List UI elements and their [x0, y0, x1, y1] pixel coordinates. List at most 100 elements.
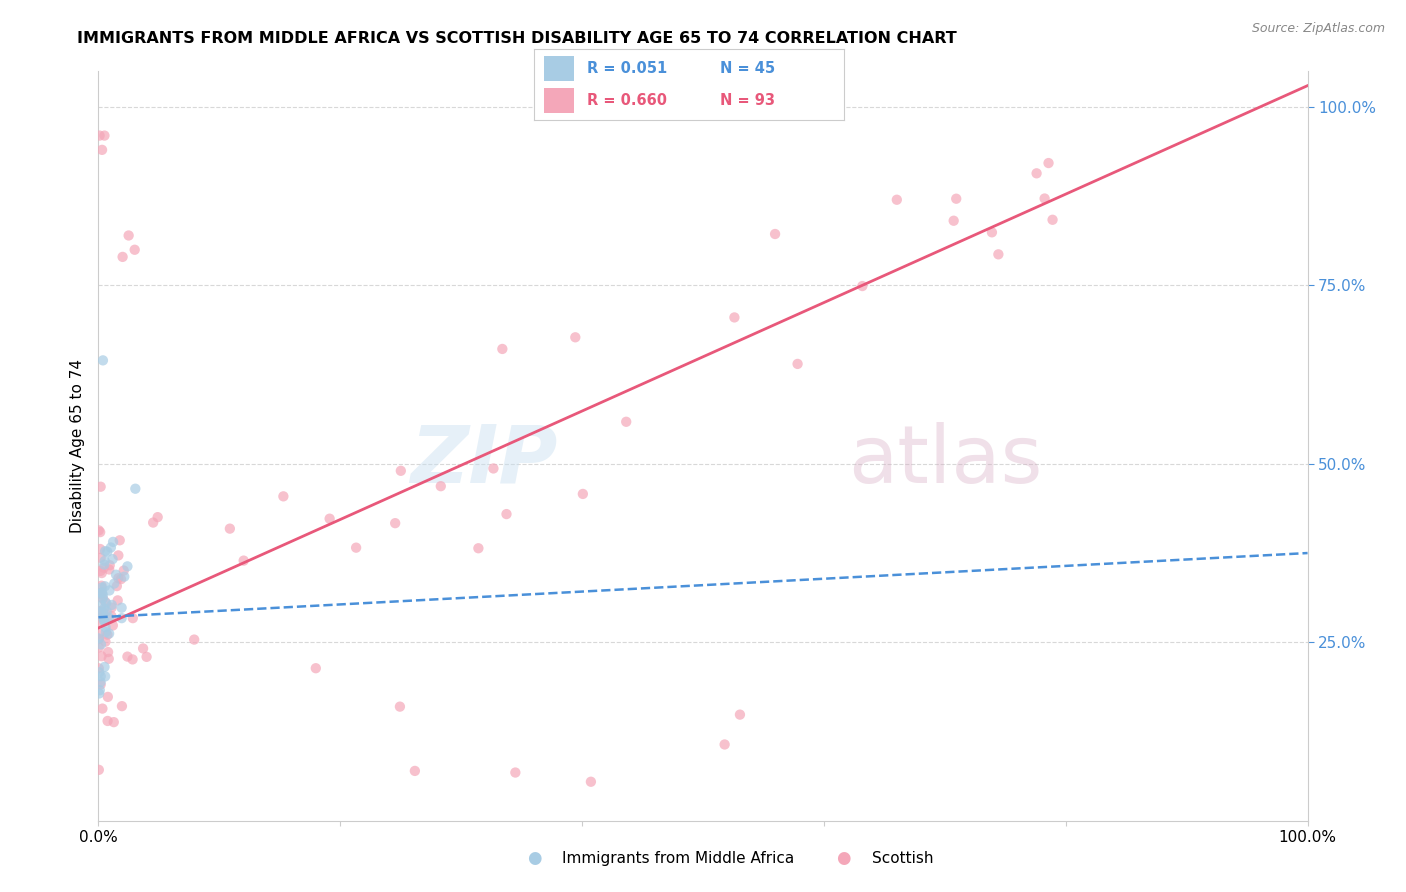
Text: R = 0.660: R = 0.660	[586, 94, 666, 108]
Point	[90, 604, 112, 618]
Point	[987, 247, 1010, 261]
Point	[786, 357, 808, 371]
Point	[94, 595, 117, 609]
Point	[728, 707, 751, 722]
Point	[90, 675, 112, 690]
Point	[942, 213, 965, 227]
Point	[90, 550, 112, 565]
Point	[91, 588, 114, 602]
Point	[111, 611, 134, 625]
Point	[90, 598, 112, 612]
Point	[97, 690, 120, 704]
Point	[93, 614, 115, 628]
Point	[87, 524, 110, 538]
Point	[94, 620, 117, 634]
Point	[98, 626, 121, 640]
Point	[723, 310, 745, 325]
Point	[614, 415, 637, 429]
Point	[87, 632, 110, 646]
Point	[273, 489, 295, 503]
Point	[101, 618, 124, 632]
Point	[91, 143, 114, 157]
Point	[124, 243, 146, 257]
Point	[98, 583, 121, 598]
Point	[945, 192, 967, 206]
Point	[112, 564, 135, 578]
Text: N = 93: N = 93	[720, 94, 775, 108]
Point	[101, 598, 124, 612]
Point	[118, 228, 141, 243]
Point	[94, 625, 117, 640]
Text: ZIP: ZIP	[411, 422, 558, 500]
Point	[384, 516, 406, 531]
Point	[103, 576, 125, 591]
Point	[851, 279, 873, 293]
Point	[94, 634, 117, 648]
Point	[91, 591, 114, 605]
Point	[93, 554, 115, 568]
Text: N = 45: N = 45	[720, 62, 775, 76]
Point	[1042, 212, 1064, 227]
Point	[505, 765, 527, 780]
Point	[90, 637, 112, 651]
Point	[105, 579, 128, 593]
Y-axis label: Disability Age 65 to 74: Disability Age 65 to 74	[69, 359, 84, 533]
Point	[388, 699, 411, 714]
Point	[467, 541, 489, 556]
Bar	[544, 88, 575, 113]
Point	[90, 566, 112, 580]
Point	[87, 661, 110, 675]
Point	[117, 649, 139, 664]
Point	[89, 627, 111, 641]
Point	[96, 545, 118, 559]
Point	[344, 541, 367, 555]
Point	[100, 609, 122, 624]
Point	[482, 461, 505, 475]
Point	[97, 714, 120, 728]
Point	[135, 649, 157, 664]
Point	[89, 615, 111, 629]
Point	[97, 610, 120, 624]
Point	[132, 641, 155, 656]
Point	[183, 632, 205, 647]
Point	[124, 482, 146, 496]
Point	[110, 572, 132, 586]
Point	[389, 464, 412, 478]
Point	[91, 585, 114, 599]
Point	[90, 677, 112, 691]
Point	[90, 586, 112, 600]
Point	[100, 541, 122, 555]
Point	[103, 715, 125, 730]
Point	[90, 669, 112, 683]
Point	[305, 661, 328, 675]
Text: ●: ●	[837, 849, 851, 867]
Point	[564, 330, 586, 344]
Point	[89, 525, 111, 540]
Point	[100, 600, 122, 615]
Text: atlas: atlas	[848, 422, 1042, 500]
Point	[89, 541, 111, 556]
Point	[572, 487, 595, 501]
Point	[91, 701, 114, 715]
Point	[87, 640, 110, 655]
Point	[89, 686, 111, 700]
Point	[87, 605, 110, 619]
Point	[886, 193, 908, 207]
Point	[90, 480, 112, 494]
Point	[89, 665, 111, 680]
Point	[142, 516, 165, 530]
Point	[97, 652, 120, 666]
Point	[94, 596, 117, 610]
Point	[89, 128, 111, 143]
Point	[101, 535, 124, 549]
Point	[430, 479, 453, 493]
Point	[90, 581, 112, 595]
Point	[107, 571, 129, 585]
Point	[91, 591, 114, 606]
Text: IMMIGRANTS FROM MIDDLE AFRICA VS SCOTTISH DISABILITY AGE 65 TO 74 CORRELATION CH: IMMIGRANTS FROM MIDDLE AFRICA VS SCOTTIS…	[77, 31, 957, 46]
Point	[94, 544, 117, 558]
Point	[232, 553, 254, 567]
Point	[1038, 156, 1060, 170]
Point	[404, 764, 426, 778]
Point	[90, 579, 112, 593]
